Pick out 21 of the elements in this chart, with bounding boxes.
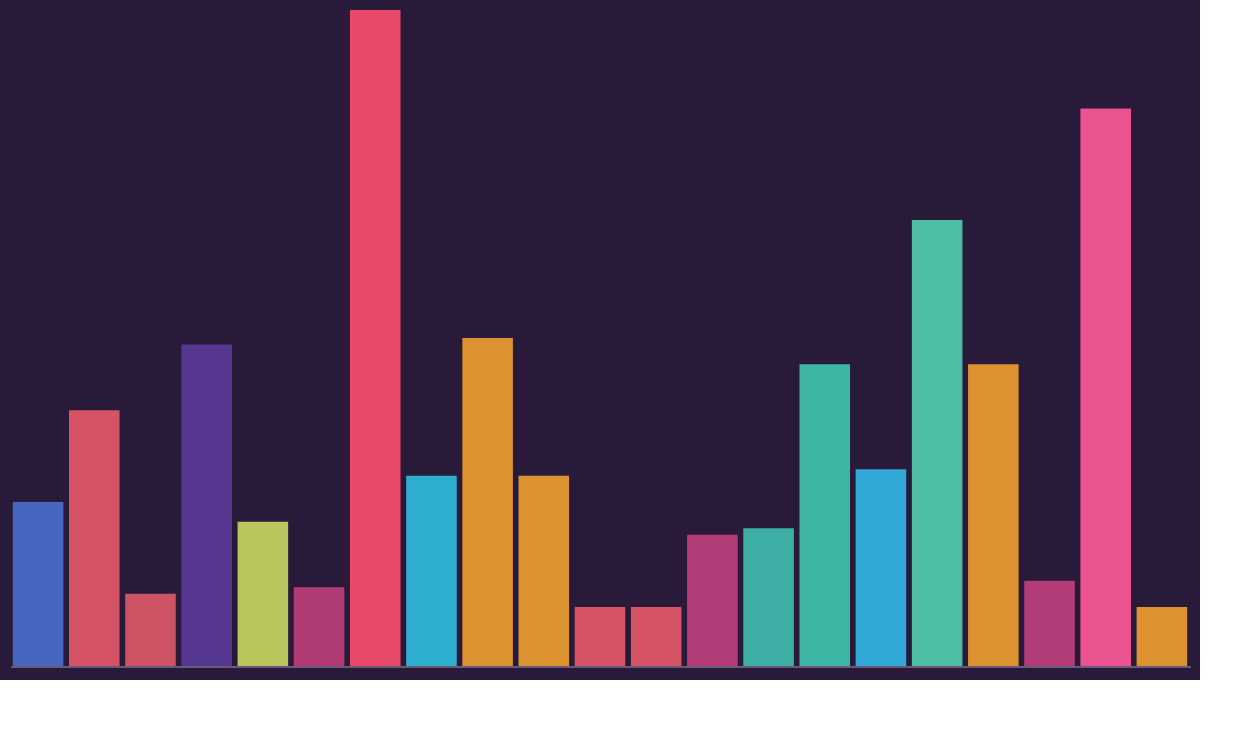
bar	[12, 502, 64, 666]
bar	[462, 338, 513, 666]
bar	[574, 606, 626, 666]
bar	[125, 593, 176, 666]
bar	[1136, 606, 1188, 666]
bar	[630, 606, 682, 666]
bar	[968, 364, 1019, 666]
bar	[181, 344, 232, 666]
bar	[743, 528, 794, 666]
bar	[237, 521, 289, 666]
bar	[293, 587, 345, 666]
bar	[349, 10, 401, 666]
bar	[799, 364, 851, 666]
bar	[1080, 108, 1131, 666]
bar	[1024, 580, 1075, 666]
bar	[518, 475, 570, 666]
bar	[406, 475, 457, 666]
bar	[855, 469, 907, 666]
bar	[911, 219, 963, 666]
bar	[687, 534, 738, 666]
bar	[69, 410, 120, 666]
